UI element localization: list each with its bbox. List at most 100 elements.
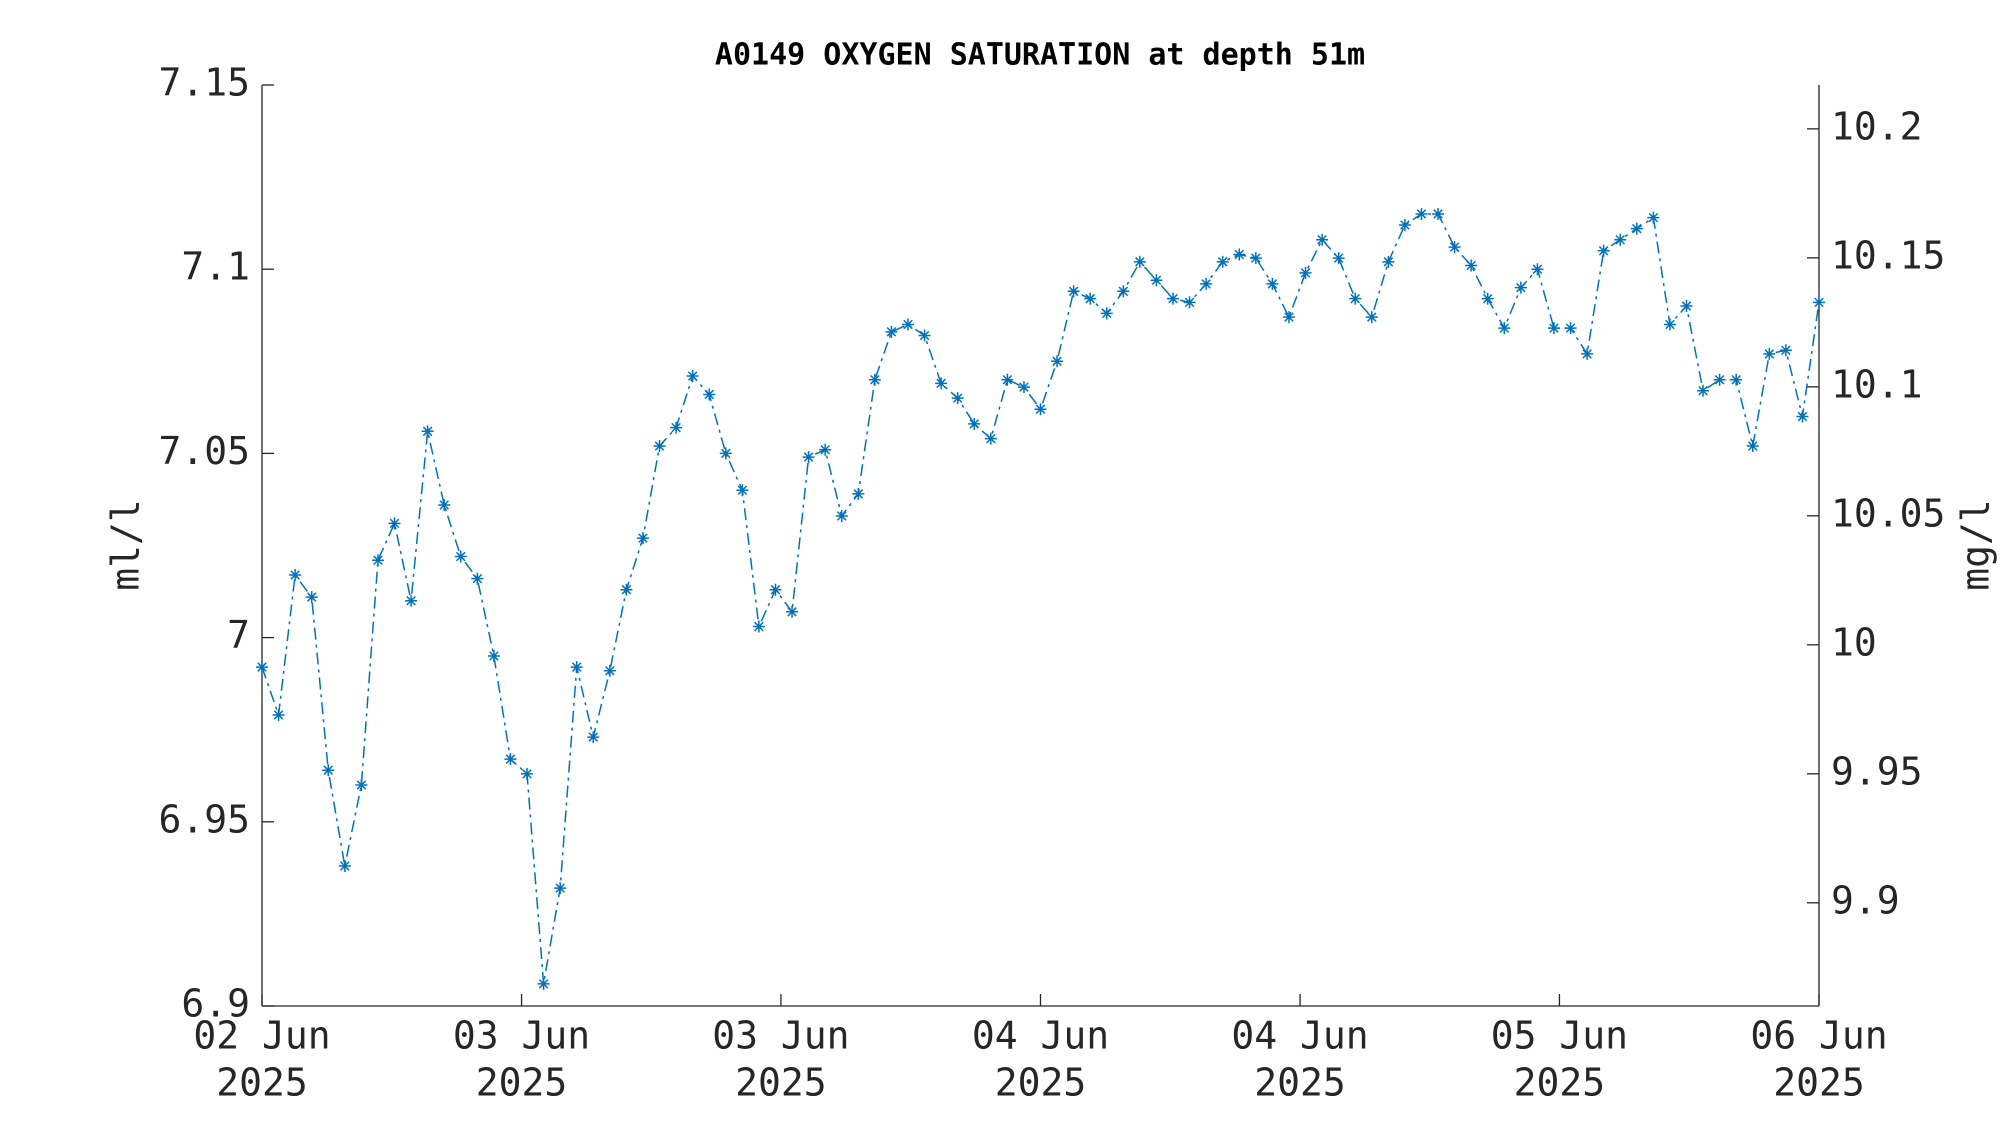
data-marker [653,440,666,453]
data-marker [1100,307,1113,320]
data-marker [1581,347,1594,360]
x-tick-label: 03 Jun [453,1014,590,1058]
y2-tick-label: 10 [1831,620,1877,664]
data-marker [1730,373,1743,386]
data-marker [1564,322,1577,335]
data-marker [620,583,633,596]
data-marker [951,392,964,405]
x-tick-label: 2025 [735,1061,827,1105]
data-marker [1796,410,1809,423]
data-marker [935,377,948,390]
data-marker [852,487,865,500]
data-marker [454,550,467,563]
data-marker [1067,285,1080,298]
x-tick-label: 05 Jun [1491,1014,1628,1058]
data-marker [289,568,302,581]
x-tick-label: 2025 [1514,1061,1606,1105]
data-marker [421,425,434,438]
data-marker [471,572,484,585]
data-marker [1448,241,1461,254]
data-marker [1183,296,1196,309]
data-marker [1382,255,1395,268]
data-marker [1200,277,1213,290]
x-tick-label: 06 Jun [1750,1014,1887,1058]
y-tick-label: 7.1 [181,245,250,289]
data-marker [272,708,285,721]
data-marker [1349,292,1362,305]
data-marker [819,443,832,456]
data-marker [1150,274,1163,287]
data-marker [636,532,649,545]
data-marker [1017,381,1030,394]
data-marker [868,373,881,386]
y2-tick-label: 10.15 [1831,233,1945,277]
data-marker [521,767,534,780]
y2-tick-label: 10.2 [1831,104,1923,148]
data-marker [1415,207,1428,220]
data-marker [355,778,368,791]
data-marker [1663,318,1676,331]
data-marker [438,498,451,511]
data-marker [371,554,384,567]
data-marker [1216,255,1229,268]
data-marker [554,882,567,895]
data-marker [603,664,616,677]
data-marker [1763,347,1776,360]
data-marker [786,605,799,618]
data-marker [670,421,683,434]
data-marker [1531,263,1544,276]
y-tick-label: 6.95 [158,797,250,841]
y-tick-label: 6.9 [181,982,250,1026]
data-marker [1299,266,1312,279]
y-tick-label: 7.15 [158,61,250,105]
x-tick-label: 03 Jun [712,1014,849,1058]
data-marker [1630,222,1643,235]
data-marker [901,318,914,331]
y2-axis-label: mg/l [1954,499,1998,591]
data-marker [1647,211,1660,224]
data-marker [1813,296,1825,309]
data-marker [1746,440,1759,453]
data-marker [1398,218,1411,231]
data-marker [719,447,732,460]
data-marker [1084,292,1097,305]
data-marker [1680,300,1693,313]
data-marker [769,583,782,596]
y2-tick-label: 9.9 [1831,878,1900,922]
data-marker [1713,373,1726,386]
y-tick-label: 7.05 [158,429,250,473]
data-marker [405,594,418,607]
data-marker [1481,292,1494,305]
data-marker [984,432,997,445]
data-marker [1332,252,1345,265]
data-marker [1498,322,1511,335]
data-marker [1001,373,1014,386]
x-tick-label: 2025 [476,1061,568,1105]
data-marker [968,417,981,430]
x-tick-label: 2025 [1773,1061,1865,1105]
data-marker [835,510,848,523]
x-tick-label: 2025 [216,1061,308,1105]
data-marker [504,753,517,766]
data-marker [1697,384,1710,397]
x-tick-label: 04 Jun [1231,1014,1368,1058]
data-marker [752,620,765,633]
y2-tick-label: 10.1 [1831,362,1923,406]
data-marker [1282,311,1295,324]
data-marker [305,591,318,604]
data-marker [1034,403,1047,416]
data-marker [1167,292,1180,305]
data-marker [537,977,550,990]
x-tick-label: 04 Jun [972,1014,1109,1058]
data-marker [1547,322,1560,335]
data-marker [686,370,699,383]
data-marker [322,764,335,777]
data-marker [918,329,931,342]
data-marker [487,650,500,663]
chart-title: A0149 OXYGEN SATURATION at depth 51m [715,38,1365,73]
data-marker [1597,244,1610,257]
data-marker [1365,311,1378,324]
x-tick-label: 2025 [1254,1061,1346,1105]
data-marker [1316,233,1329,246]
